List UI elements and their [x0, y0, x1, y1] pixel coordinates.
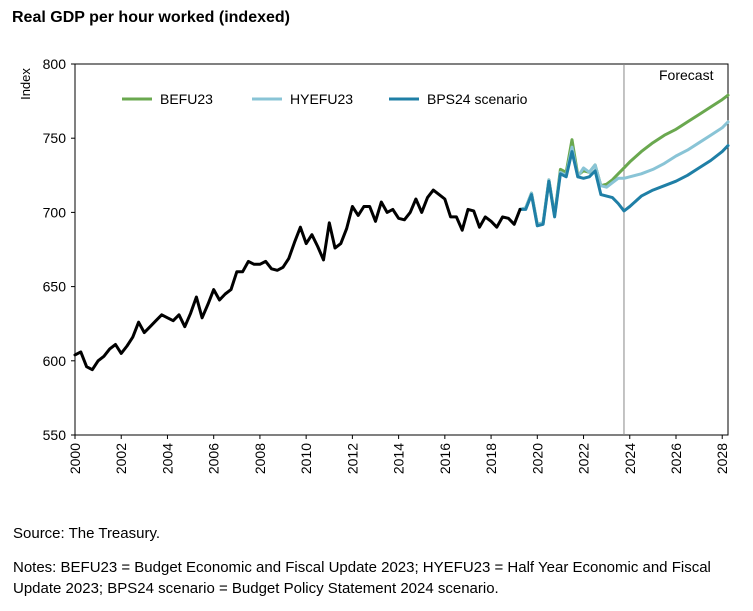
chart-title: Real GDP per hour worked (indexed) — [12, 9, 290, 26]
x-tick-label: 2012 — [344, 443, 360, 474]
x-tick-label: 2028 — [714, 443, 730, 474]
x-tick-label: 2022 — [576, 443, 592, 474]
x-tick-label: 2008 — [252, 443, 268, 474]
y-tick-label: 550 — [43, 427, 67, 443]
series-line-history — [73, 188, 522, 372]
y-tick-label: 600 — [43, 353, 67, 369]
y-tick-label: 750 — [43, 130, 67, 146]
plot-border — [74, 63, 729, 436]
legend-label-bps24-scenario: BPS24 scenario — [427, 91, 528, 107]
y-tick-label: 650 — [43, 279, 67, 295]
series-lines — [73, 93, 730, 372]
y-tick-label: 800 — [43, 56, 67, 72]
x-tick-label: 2002 — [113, 443, 129, 474]
x-tick-label: 2004 — [159, 443, 175, 474]
y-axis-label: Index — [18, 68, 33, 100]
axis-ticks: 550 600 650 700 750 800 Index 2000 2002 2004 2006 2… — [18, 56, 730, 474]
notes-text: Notes: BEFU23 = Budget Economic and Fisc… — [13, 559, 711, 597]
x-tick-label: 2010 — [298, 443, 314, 474]
legend: BEFU23 HYEFU23 BPS24 scenario — [122, 91, 528, 107]
x-tick-label: 2000 — [67, 443, 83, 474]
x-tick-label: 2020 — [529, 443, 545, 474]
x-tick-label: 2006 — [206, 443, 222, 474]
y-tick-label: 700 — [43, 204, 67, 220]
forecast-label: Forecast — [659, 67, 714, 83]
source-note: Source: The Treasury. — [13, 525, 161, 542]
line-chart: Forecast 550 600 650 700 750 800 Index 2000 2002… — [18, 56, 730, 474]
x-tick-label: 2016 — [437, 443, 453, 474]
x-tick-label: 2026 — [668, 443, 684, 474]
x-tick-label: 2018 — [483, 443, 499, 474]
legend-label-hyefu23: HYEFU23 — [290, 91, 353, 107]
x-tick-label: 2024 — [622, 443, 638, 474]
legend-label-befu23: BEFU23 — [160, 91, 213, 107]
plot-frame: Forecast — [74, 63, 729, 436]
x-tick-label: 2014 — [391, 443, 407, 474]
series-line-bps24-scenario — [518, 144, 730, 228]
